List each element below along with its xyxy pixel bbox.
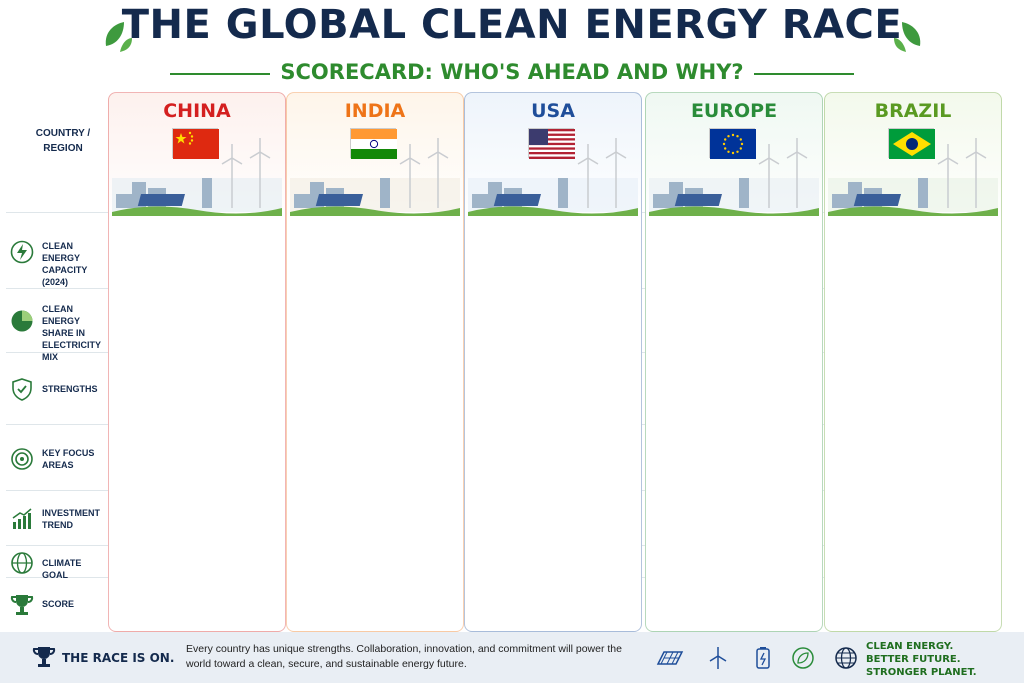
row-label-score: SCORE — [42, 599, 75, 609]
globe-icon — [10, 551, 34, 575]
leaf-decor-icon — [894, 22, 921, 52]
target-icon — [10, 447, 34, 471]
country-name: BRAZIL — [874, 100, 952, 122]
country-scene-illustration — [290, 138, 460, 221]
page-title: THE GLOBAL CLEAN ENERGY RACE — [121, 2, 903, 48]
row-label-goal: CLIMATE GOAL — [42, 558, 82, 580]
slogan-line: STRONGER PLANET. — [866, 667, 977, 678]
country-scene-illustration — [649, 138, 819, 221]
country-scene-illustration — [112, 138, 282, 221]
lightning-icon — [10, 240, 34, 264]
flag-india — [350, 128, 397, 159]
battery-icon — [756, 647, 770, 669]
flag-brazil — [888, 128, 935, 159]
footer-icon-strip — [656, 647, 857, 669]
pie-chart-icon — [10, 309, 34, 333]
country-name: CHINA — [163, 100, 231, 122]
country-header-usa: USA — [464, 92, 642, 216]
country-header-china: CHINA — [108, 92, 286, 216]
bar-trend-icon — [10, 507, 34, 531]
country-name: EUROPE — [690, 100, 778, 122]
slogan-line: BETTER FUTURE. — [866, 654, 961, 665]
flag-china — [172, 128, 219, 159]
wind-turbine-icon — [709, 647, 727, 669]
country-name: USA — [531, 100, 575, 122]
row-label-country-text: COUNTRY / REGION — [35, 128, 91, 154]
shield-check-icon — [10, 377, 34, 401]
subtitle-rule-right — [754, 73, 854, 75]
country-header-brazil: BRAZIL — [824, 92, 1002, 216]
leaf-decor-icon — [105, 22, 132, 52]
footer-race-text: THE RACE IS ON. — [62, 651, 175, 665]
country-scene-illustration — [468, 138, 638, 221]
country-scene-illustration — [828, 138, 998, 221]
country-name: INDIA — [344, 100, 406, 122]
globe-icon — [835, 647, 857, 669]
country-header-india: INDIA — [286, 92, 464, 216]
row-label-strengths: STRENGTHS — [42, 384, 98, 394]
leaf-icon — [792, 647, 814, 669]
solar-panel-icon — [656, 651, 684, 665]
row-label-share: CLEAN ENERGY SHARE IN ELECTRICITY MIX — [42, 304, 101, 362]
country-header-europe: EUROPE — [645, 92, 823, 216]
row-label-focus: KEY FOCUS AREAS — [42, 448, 95, 470]
footer-bar: THE RACE IS ON. Every country has unique… — [0, 632, 1024, 683]
footer-message: Every country has unique strengths. Coll… — [186, 643, 622, 670]
trophy-icon — [10, 592, 34, 616]
footer-slogan: CLEAN ENERGY. BETTER FUTURE. STRONGER PL… — [866, 640, 977, 679]
slogan-line: CLEAN ENERGY. — [866, 641, 954, 652]
subtitle-rule-left — [170, 73, 270, 75]
flag-usa — [528, 128, 575, 159]
flag-europe — [709, 128, 756, 159]
row-label-capacity: CLEAN ENERGY CAPACITY (2024) — [42, 241, 88, 287]
row-label-investment: INVESTMENT TREND — [42, 508, 101, 530]
trophy-icon — [32, 647, 56, 667]
page-subtitle: SCORECARD: WHO'S AHEAD AND WHY? — [280, 60, 744, 84]
